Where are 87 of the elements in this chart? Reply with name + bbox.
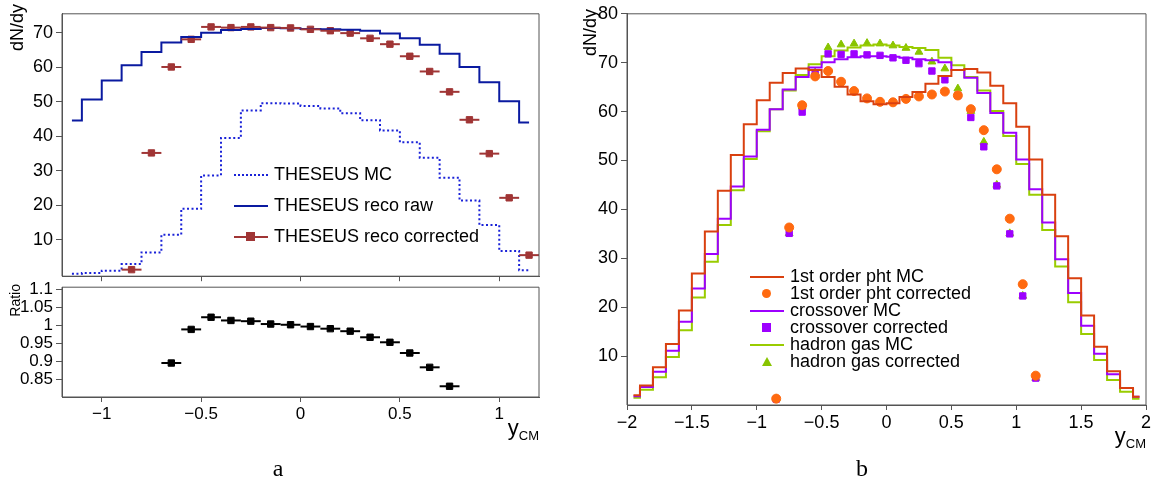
- point: [823, 66, 834, 77]
- point: [863, 51, 871, 59]
- y-tick-label: 30: [32, 159, 53, 180]
- point: [525, 251, 533, 259]
- y-tick-label: 1.1: [29, 279, 53, 299]
- y-tick-label: 70: [597, 51, 618, 72]
- point: [953, 83, 963, 92]
- point: [326, 325, 334, 333]
- point: [889, 54, 897, 62]
- point: [167, 359, 175, 367]
- x-tick-label: −1: [746, 411, 768, 432]
- y-tick-label: 50: [597, 149, 618, 170]
- y-tick-label: 50: [32, 90, 53, 111]
- point: [784, 222, 795, 233]
- point: [406, 52, 414, 60]
- x-tick-label: 1: [494, 403, 504, 423]
- point: [940, 63, 950, 72]
- y-tick-label: 10: [597, 345, 618, 366]
- y-tick-label: 1.05: [19, 297, 53, 317]
- point: [928, 67, 936, 75]
- text: b: [856, 455, 868, 482]
- x-tick-label: 0: [881, 411, 892, 432]
- point: [426, 363, 434, 371]
- point: [247, 317, 255, 325]
- point: [836, 76, 847, 87]
- x-tick-label: −0.5: [803, 411, 840, 432]
- x-axis-title: y$_{CM}$: [507, 415, 539, 444]
- point: [941, 76, 949, 84]
- x-tick-label: −1.5: [674, 411, 710, 432]
- y-tick-label: 20: [32, 194, 53, 215]
- point: [980, 143, 988, 151]
- x-tick-label: −1: [92, 403, 112, 423]
- legend-label: THESEUS reco raw: [273, 195, 433, 215]
- x-tick-label: 0.5: [388, 403, 412, 423]
- text: a: [272, 455, 284, 482]
- point: [167, 63, 175, 71]
- point: [810, 71, 821, 82]
- point: [824, 50, 832, 58]
- point: [366, 333, 374, 341]
- point: [366, 34, 374, 42]
- y-tick-label: 20: [597, 296, 618, 317]
- y-axis-title: dN/dy: [580, 9, 600, 57]
- legend-label: THESEUS reco corrected: [273, 226, 479, 246]
- y-tick-label: 30: [597, 247, 618, 268]
- y-tick-label: 60: [32, 56, 53, 77]
- point: [836, 39, 846, 48]
- point: [978, 125, 989, 136]
- y-tick-label: 1: [43, 315, 53, 335]
- y-tick-label: 40: [32, 125, 53, 146]
- point: [902, 56, 910, 64]
- point: [850, 50, 858, 58]
- point: [386, 40, 394, 48]
- x-tick-label: 1: [1011, 411, 1022, 432]
- legend-label: 1st order pht MC: [790, 266, 925, 286]
- y-tick-label: 60: [597, 100, 618, 121]
- point: [406, 349, 414, 357]
- y-tick-label: 40: [597, 198, 618, 219]
- point: [505, 194, 513, 202]
- y-tick-label: 10: [32, 228, 53, 249]
- x-tick-label: 1.5: [1068, 411, 1094, 432]
- point: [926, 89, 937, 100]
- point: [207, 313, 215, 321]
- y-tick-label: 0.85: [19, 368, 53, 388]
- y-tick-label: 70: [32, 21, 53, 42]
- point: [267, 320, 275, 328]
- point: [207, 23, 215, 31]
- point: [837, 50, 845, 59]
- y-tick-label: 0.95: [19, 333, 53, 353]
- point: [991, 164, 1002, 175]
- x-tick-label: 0: [295, 403, 306, 423]
- legend-label: crossover corrected: [790, 317, 949, 337]
- x-tick-label: 0.5: [938, 411, 964, 432]
- y-axis-title: dN/dy: [7, 4, 28, 52]
- x-tick-label: −2: [616, 411, 638, 432]
- point: [1017, 279, 1028, 290]
- legend-label: THESEUS MC: [273, 164, 392, 184]
- x-tick-label: −0.5: [184, 403, 218, 423]
- x-tick-label: 2: [1140, 411, 1152, 432]
- point: [346, 327, 354, 335]
- y-tick-label: 0.9: [29, 350, 53, 370]
- point: [386, 338, 394, 346]
- point: [823, 42, 833, 51]
- point: [1004, 213, 1015, 224]
- point: [915, 60, 923, 68]
- point: [967, 113, 975, 122]
- point: [849, 38, 859, 47]
- point: [939, 86, 950, 97]
